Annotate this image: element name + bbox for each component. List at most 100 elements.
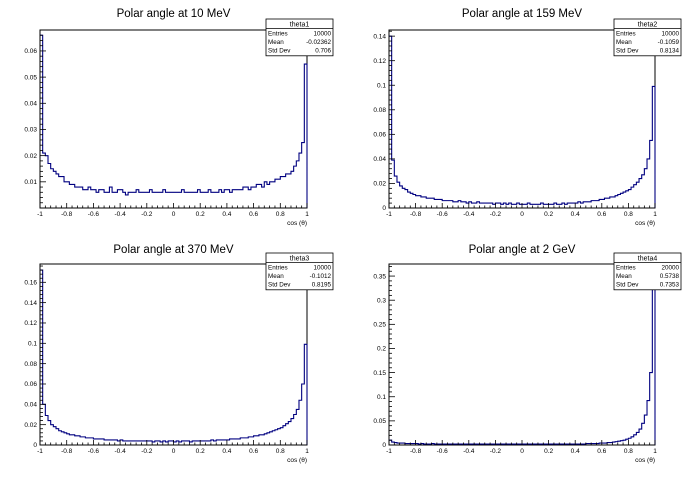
x-tick-label: 1	[653, 448, 657, 455]
y-tick-label: 0.06	[24, 381, 37, 388]
stats-box-frame	[265, 18, 334, 57]
histogram-series-line	[39, 34, 308, 208]
y-tick-label: 0.15	[373, 370, 386, 377]
y-tick-label: 0.1	[377, 82, 386, 89]
chart-title: Polar angle at 10 MeV	[117, 8, 231, 20]
x-tick-label: 0.4	[571, 211, 580, 218]
y-tick-label: 0.16	[24, 280, 37, 287]
x-tick-label: 0.4	[571, 448, 580, 455]
x-tick-label: 0.2	[544, 448, 553, 455]
stats-label: Std Dev	[268, 282, 291, 289]
stats-value: 10000	[661, 31, 679, 38]
x-tick-label: -0.8	[410, 448, 422, 455]
y-tick-label: 0.04	[24, 100, 37, 107]
y-tick-label: 0.35	[373, 273, 386, 280]
plot-frame	[388, 29, 656, 209]
stats-value: 0.5738	[660, 273, 680, 280]
stats-box-frame	[613, 252, 682, 291]
x-axis-label: cos (θ)	[287, 457, 307, 464]
histogram-series-line	[39, 269, 308, 445]
stats-value: 20000	[661, 265, 679, 272]
stats-label: Entries	[616, 265, 636, 272]
x-tick-label: 0	[172, 211, 176, 218]
y-tick-label: 0.12	[24, 320, 37, 327]
stats-label: Std Dev	[616, 48, 639, 55]
y-tick-label: 0.12	[373, 58, 386, 65]
x-tick-label: 0.6	[597, 448, 606, 455]
stats-label: Mean	[616, 39, 632, 46]
stats-label: Std Dev	[616, 282, 639, 289]
x-tick-label: 0.8	[624, 211, 633, 218]
x-tick-label: 1	[305, 211, 309, 218]
y-tick-label: 0.08	[373, 107, 386, 114]
x-tick-label: -0.4	[463, 211, 475, 218]
y-tick-label: 0.05	[373, 418, 386, 425]
chart-title: Polar angle at 159 MeV	[462, 8, 583, 20]
x-tick-label: 0.2	[196, 211, 205, 218]
x-tick-label: 0.2	[544, 211, 553, 218]
stats-label: Std Dev	[268, 48, 291, 55]
x-tick-label: -0.2	[490, 211, 502, 218]
x-tick-label: 0.4	[222, 448, 231, 455]
x-tick-label: 1	[305, 448, 309, 455]
histogram-panel-4: Polar angle at 2 GeV -1 -0.8 -0.6 -0.4 -0.2 0 0…	[373, 244, 682, 464]
x-tick-label: 0.2	[196, 448, 205, 455]
y-tick-label: 0.05	[24, 74, 37, 81]
stats-box-frame	[613, 18, 682, 57]
x-axis-label: cos (θ)	[635, 457, 655, 464]
stats-value: 0.8134	[660, 48, 680, 55]
x-tick-label: -0.8	[61, 211, 73, 218]
y-tick-label: 0	[33, 442, 37, 449]
y-tick-label: 0.06	[24, 48, 37, 55]
x-tick-label: 0	[172, 448, 176, 455]
histogram-series-line	[388, 35, 656, 208]
x-tick-label: -1	[37, 211, 43, 218]
y-tick-label: 0.1	[28, 341, 37, 348]
histogram-panel-2: Polar angle at 159 MeV -1 -0.8 -0.6 -0.4 -0.2…	[373, 8, 682, 227]
stats-value: -0.02362	[306, 39, 331, 46]
x-tick-label: 0.6	[249, 211, 258, 218]
x-tick-label: 0.6	[597, 211, 606, 218]
stats-box-frame	[265, 252, 334, 291]
x-tick-label: -0.6	[88, 211, 100, 218]
x-tick-label: 0.4	[222, 211, 231, 218]
x-tick-label: 0	[520, 211, 524, 218]
y-tick-label: 0.3	[377, 297, 386, 304]
y-tick-label: 0.25	[373, 322, 386, 329]
stats-label: Entries	[268, 265, 288, 272]
stats-box-title: theta2	[638, 21, 658, 28]
x-tick-label: 0.6	[249, 448, 258, 455]
histogram-panel-1: Polar angle at 10 MeV -1 -0.8 -0.6 -0.4 -0.2 0…	[24, 8, 334, 227]
x-tick-label: 0.8	[624, 448, 633, 455]
x-axis-label: cos (θ)	[635, 220, 655, 227]
y-tick-label: 0.14	[373, 33, 386, 40]
y-tick-label: 0.08	[24, 361, 37, 368]
x-tick-label: 0.8	[276, 448, 285, 455]
x-tick-label: -0.8	[61, 448, 73, 455]
stats-box-title: theta1	[290, 21, 310, 28]
histogram-series-line	[388, 270, 656, 445]
y-tick-label: 0.1	[377, 394, 386, 401]
x-tick-label: -0.8	[410, 211, 422, 218]
y-tick-label: 0.02	[373, 181, 386, 188]
y-tick-label: 0.03	[24, 127, 37, 134]
y-tick-label: 0	[382, 205, 386, 212]
y-tick-label: 0.14	[24, 300, 37, 307]
x-tick-label: -1	[386, 448, 392, 455]
x-tick-label: -0.2	[490, 448, 502, 455]
x-tick-label: -0.4	[114, 211, 126, 218]
y-tick-label: 0.2	[377, 346, 386, 353]
stats-label: Mean	[616, 273, 632, 280]
x-tick-label: 1	[653, 211, 657, 218]
x-tick-label: 0.8	[276, 211, 285, 218]
y-tick-label: 0.04	[373, 156, 386, 163]
chart-title: Polar angle at 370 MeV	[113, 244, 234, 256]
stats-label: Mean	[268, 273, 284, 280]
y-tick-label: 0	[382, 442, 386, 449]
